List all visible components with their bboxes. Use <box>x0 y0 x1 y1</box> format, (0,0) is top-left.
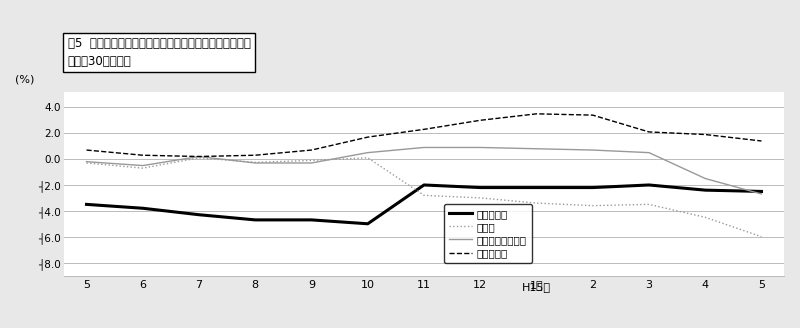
Text: H15年: H15年 <box>522 282 551 292</box>
Legend: 調査産業計, 製造業, 卵・小売・飲食店, サービス業: 調査産業計, 製造業, 卵・小売・飲食店, サービス業 <box>444 204 532 263</box>
Text: (%): (%) <box>14 74 34 85</box>
Text: 図5  主要業種別・常用労働者数の推移（対前年同月比）
－規樨30人以上－: 図5 主要業種別・常用労働者数の推移（対前年同月比） －規樨30人以上－ <box>67 37 250 68</box>
